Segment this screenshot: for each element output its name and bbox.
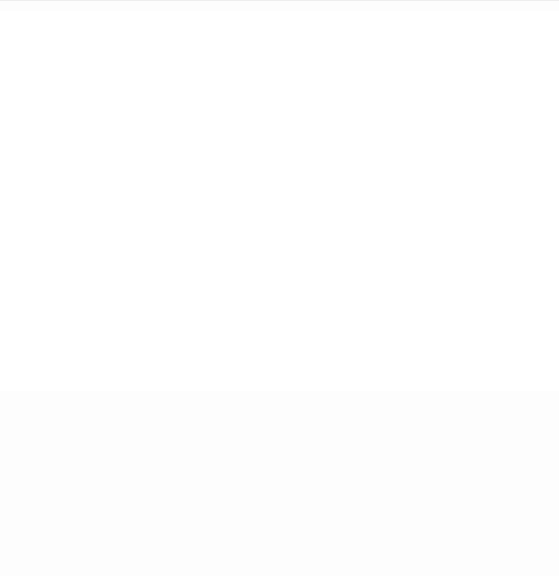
file-list: [0, 0, 559, 1]
chart-container: [0, 11, 559, 391]
enrichment-chart: [0, 11, 559, 391]
